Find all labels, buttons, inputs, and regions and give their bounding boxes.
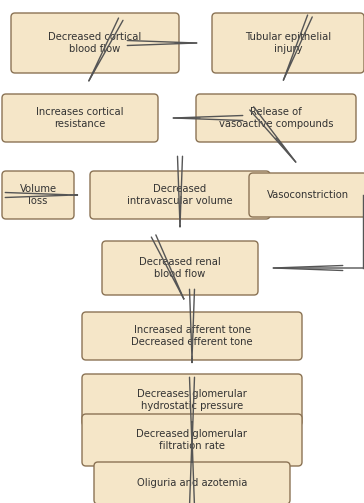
FancyBboxPatch shape [2,171,74,219]
Text: Decreased glomerular
filtration rate: Decreased glomerular filtration rate [136,429,248,451]
FancyBboxPatch shape [2,94,158,142]
FancyBboxPatch shape [90,171,270,219]
Text: Release of
vasoactive compounds: Release of vasoactive compounds [219,107,333,129]
FancyBboxPatch shape [249,173,364,217]
Text: Tubular epithelial
injury: Tubular epithelial injury [245,32,331,54]
Text: Vasoconstriction: Vasoconstriction [267,190,349,200]
FancyBboxPatch shape [11,13,179,73]
Text: Decreased
intravascular volume: Decreased intravascular volume [127,184,233,206]
FancyBboxPatch shape [212,13,364,73]
Text: Increased afferent tone
Decreased efferent tone: Increased afferent tone Decreased effere… [131,324,253,348]
FancyBboxPatch shape [102,241,258,295]
FancyBboxPatch shape [82,312,302,360]
FancyBboxPatch shape [82,374,302,426]
Text: Volume
loss: Volume loss [19,184,56,206]
Text: Decreased cortical
blood flow: Decreased cortical blood flow [48,32,142,54]
FancyBboxPatch shape [196,94,356,142]
FancyBboxPatch shape [94,462,290,503]
Text: Oliguria and azotemia: Oliguria and azotemia [137,478,247,488]
Text: Decreased renal
blood flow: Decreased renal blood flow [139,257,221,279]
Text: Decreases glomerular
hydrostatic pressure: Decreases glomerular hydrostatic pressur… [137,389,247,411]
FancyBboxPatch shape [82,414,302,466]
Text: Increases cortical
resistance: Increases cortical resistance [36,107,124,129]
